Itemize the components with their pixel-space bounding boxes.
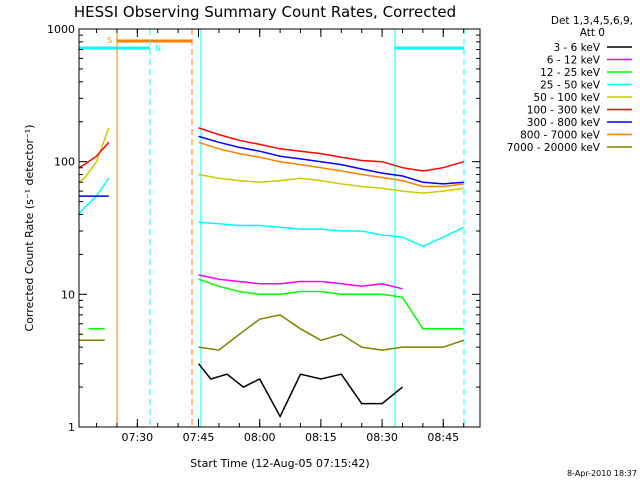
saa-marker-label: S	[107, 36, 112, 45]
legend-header: Att 0	[580, 27, 605, 39]
legend-label: 6 - 12 keV	[547, 55, 601, 67]
series-line-2	[88, 278, 464, 330]
x-tick-label: 07:30	[121, 431, 153, 444]
x-tick-label: 07:45	[183, 431, 215, 444]
y-tick-label: 1000	[47, 23, 75, 36]
x-tick-label: 08:30	[366, 431, 398, 444]
series-line-8	[79, 314, 464, 351]
legend-label: 100 - 300 keV	[527, 105, 601, 117]
x-tick-label: 08:45	[427, 431, 459, 444]
series-line-0	[197, 363, 403, 419]
footer-timestamp: 8-Apr-2010 18:37	[567, 469, 637, 478]
legend-header: Det 1,3,4,5,6,9,	[551, 15, 633, 27]
x-axis: 07:30 07:45 08:00 08:15 08:30 08:45	[96, 29, 465, 444]
y-axis: 1 10 100 1000	[47, 23, 480, 434]
legend-label: 300 - 800 keV	[527, 117, 601, 129]
chart-title: HESSI Observing Summary Count Rates, Cor…	[74, 3, 456, 21]
y-axis-label: Corrected Count Rate (s⁻¹ detector⁻¹)	[23, 125, 36, 332]
y-tick-label: 100	[54, 156, 75, 169]
x-tick-label: 08:00	[244, 431, 276, 444]
legend-label: 7000 - 20000 keV	[507, 142, 601, 154]
series-line-5	[78, 127, 464, 172]
series-line-6	[79, 135, 464, 197]
legend-label: 3 - 6 keV	[553, 42, 600, 54]
x-axis-label: Start Time (12-Aug-05 07:15:42)	[190, 457, 369, 470]
legend-label: 50 - 100 keV	[533, 92, 600, 104]
plot-area: SN	[78, 29, 465, 427]
series-line-7	[198, 141, 464, 188]
legend-label: 800 - 7000 keV	[520, 130, 601, 142]
series-line-3	[78, 177, 465, 248]
plot-frame	[78, 28, 481, 428]
legend-label: 12 - 25 keV	[540, 67, 601, 79]
series-line-4	[78, 127, 464, 194]
y-tick-label: 1	[68, 421, 75, 434]
series-line-1	[198, 274, 403, 290]
x-tick-label: 08:15	[305, 431, 337, 444]
y-tick-label: 10	[61, 288, 75, 301]
legend-label: 25 - 50 keV	[540, 80, 601, 92]
night-marker-label: N	[155, 44, 161, 53]
